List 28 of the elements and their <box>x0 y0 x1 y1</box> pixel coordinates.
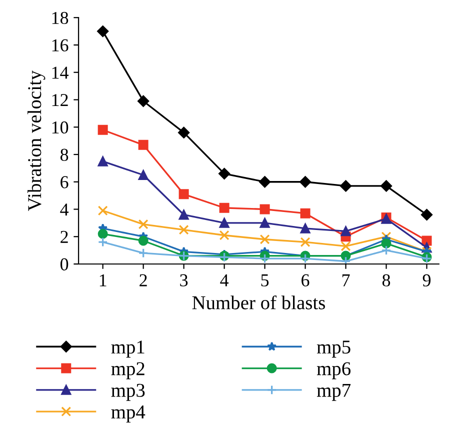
x-tick-label: 2 <box>140 274 147 286</box>
y-tick-label: 4 <box>60 204 69 216</box>
y-tick-label: 8 <box>60 148 68 161</box>
x-tick-label: 8 <box>382 274 390 286</box>
x-tick-label: 6 <box>302 274 310 286</box>
x-tick-label: 1 <box>100 274 106 286</box>
legend-label: mp1 <box>111 340 144 358</box>
legend-label: mp5 <box>316 340 350 358</box>
x-tick-label: 5 <box>261 274 269 286</box>
legend-label: mp7 <box>316 384 351 401</box>
x-tick-label: 3 <box>180 274 188 286</box>
x-tick-label: 7 <box>342 274 350 286</box>
y-tick-label: 6 <box>60 176 68 188</box>
x-tick-label: 4 <box>220 274 229 286</box>
y-tick-label: 12 <box>52 94 68 106</box>
legend-label: mp3 <box>111 384 145 401</box>
x-axis-title: Number of blasts <box>192 295 325 310</box>
legend-label: mp2 <box>111 362 144 380</box>
legend-label: mp6 <box>316 362 351 380</box>
y-tick-label: 0 <box>60 258 68 270</box>
y-axis-title: Vibration velocity <box>28 70 46 212</box>
x-tick-label: 9 <box>422 274 431 286</box>
legend-label: mp4 <box>111 406 146 422</box>
y-tick-label: 18 <box>52 12 68 24</box>
y-tick-label: 14 <box>52 66 69 79</box>
y-tick-label: 10 <box>52 121 68 134</box>
y-tick-label: 2 <box>60 230 68 243</box>
y-tick-label: 16 <box>52 39 68 52</box>
